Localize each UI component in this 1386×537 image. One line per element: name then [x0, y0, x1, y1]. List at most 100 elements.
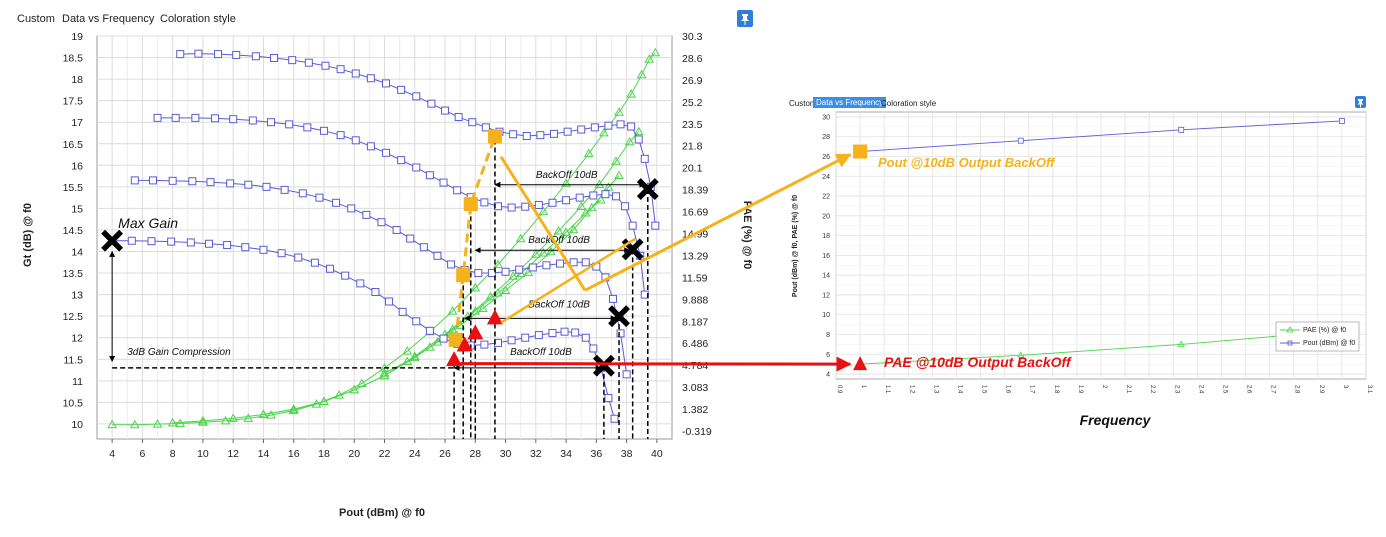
gain-point	[441, 106, 450, 115]
x-tick-label: 36	[590, 448, 602, 460]
gain-point	[398, 307, 407, 316]
gain-point	[371, 288, 380, 297]
pae-point	[493, 259, 503, 269]
gain-point	[303, 123, 312, 132]
gain-point	[147, 237, 156, 246]
y-tick-label: 17.5	[63, 96, 84, 108]
orange-callout-arrow	[584, 153, 852, 292]
gain-point	[171, 113, 180, 122]
gain-point	[604, 394, 613, 403]
gain-point	[412, 92, 421, 101]
y-tick-label: 12.5	[63, 311, 84, 323]
gain-point	[280, 185, 289, 194]
x-tick-label: 24	[409, 448, 421, 460]
pae-point	[129, 419, 140, 429]
gain-point	[548, 198, 557, 207]
y-tick-label: 12	[71, 333, 83, 345]
gain-point	[612, 192, 621, 201]
x-tick-label: 28	[469, 448, 481, 460]
right-y-tick-label: 16	[822, 253, 830, 260]
y-tick-label: 16.5	[63, 139, 84, 151]
right-x-tick-label: 2.8	[1294, 385, 1300, 394]
y2-tick-label: 4.784	[682, 360, 708, 372]
right-tab-coloration-style[interactable]: Coloration style	[881, 99, 937, 108]
pae-point	[198, 415, 208, 425]
gain-point	[548, 328, 557, 337]
gain-point	[191, 113, 200, 122]
right-series-line	[860, 120, 1342, 153]
gain-point	[285, 120, 294, 129]
y-tick-label: 11.5	[63, 354, 83, 366]
pae-point	[508, 271, 518, 280]
right-series-group	[853, 118, 1346, 371]
pae-point	[633, 126, 644, 136]
right-x-tick-label: 1.4	[956, 385, 962, 394]
right-pin-icon[interactable]	[1355, 96, 1366, 108]
tab-coloration-style[interactable]: Coloration style	[160, 13, 236, 25]
right-y-tick-label: 8	[826, 332, 830, 339]
gain-point	[244, 180, 253, 189]
y2-tick-label: -0.319	[682, 426, 712, 438]
y-tick-label: 17	[71, 117, 83, 129]
pae-point	[624, 136, 635, 146]
right-tab-data-vs-frequency[interactable]: Data vs Frequency	[813, 97, 887, 108]
right-x-tick-label: 0.9	[836, 385, 842, 394]
gain-point	[130, 176, 139, 185]
x-tick-label: 38	[621, 448, 633, 460]
gain-point	[270, 53, 279, 62]
gain-point	[341, 271, 350, 280]
callout-layer: Pout @10dB Output BackOff PAE @10dB Outp…	[460, 153, 1072, 372]
x-axis-title: Pout (dBm) @ f0	[339, 507, 425, 519]
tab-data-vs-frequency[interactable]: Data vs Frequency	[62, 13, 155, 25]
pae-point	[538, 206, 549, 216]
left-axes: 4 6 8 10 12 14 16 18 20 22 24 26 28 30 32 34 36 38 40 19 18.…	[63, 31, 712, 460]
right-x-tick-label: 2.7	[1270, 385, 1276, 394]
gain-point	[248, 116, 257, 125]
right-x-tick-label: 1.3	[932, 385, 938, 394]
y2-tick-label: 8.187	[682, 316, 708, 328]
pae-point	[409, 352, 420, 362]
x-tick-label: 6	[139, 448, 145, 460]
gain-point	[447, 260, 456, 269]
y2-tick-label: 16.69	[682, 207, 708, 219]
pae-point	[107, 419, 117, 429]
gain-point	[454, 113, 463, 122]
gain-point	[521, 333, 530, 342]
gain-point	[634, 135, 643, 144]
orange-trajectory	[454, 135, 497, 341]
gain-point	[412, 317, 421, 326]
right-tab-custom[interactable]: Custom	[789, 99, 817, 108]
gain-point	[628, 221, 637, 230]
pin-icon[interactable]	[737, 10, 753, 27]
legend-pae-label: PAE (%) @ f0	[1303, 327, 1346, 334]
right-x-tick-label: 1.5	[981, 385, 987, 394]
gain-point	[616, 329, 625, 338]
gain-point	[589, 191, 598, 200]
tab-custom[interactable]: Custom	[17, 13, 55, 25]
right-x-tick-label: 1.8	[1053, 385, 1059, 394]
pae-point	[477, 303, 488, 313]
gain-point	[223, 241, 232, 250]
gain-point	[315, 193, 324, 202]
y2-tick-label: 30.3	[682, 31, 703, 43]
pae-point	[614, 170, 624, 179]
y-tick-label: 10.5	[63, 397, 84, 409]
pae-point	[288, 404, 299, 413]
y2-tick-label: 3.083	[682, 382, 708, 394]
gain-point	[542, 261, 551, 270]
y2-tick-label: 18.39	[682, 185, 708, 197]
pae-point	[432, 337, 443, 346]
gain-point	[186, 238, 195, 247]
gain-point	[356, 279, 365, 288]
right-x-tick-label: 3.1	[1366, 385, 1372, 394]
gain-point	[366, 74, 375, 83]
pae-point	[220, 415, 231, 425]
y-tick-label: 14	[71, 247, 83, 259]
y2-tick-label: 13.29	[682, 250, 708, 262]
gain-point	[241, 243, 250, 252]
gain-point	[294, 253, 303, 262]
right-red-highlight	[853, 356, 868, 371]
right-x-tick-label: 2	[1101, 385, 1107, 389]
gain-point	[562, 196, 571, 205]
y-axis-title: Gt (dB) @ f0	[22, 203, 34, 267]
